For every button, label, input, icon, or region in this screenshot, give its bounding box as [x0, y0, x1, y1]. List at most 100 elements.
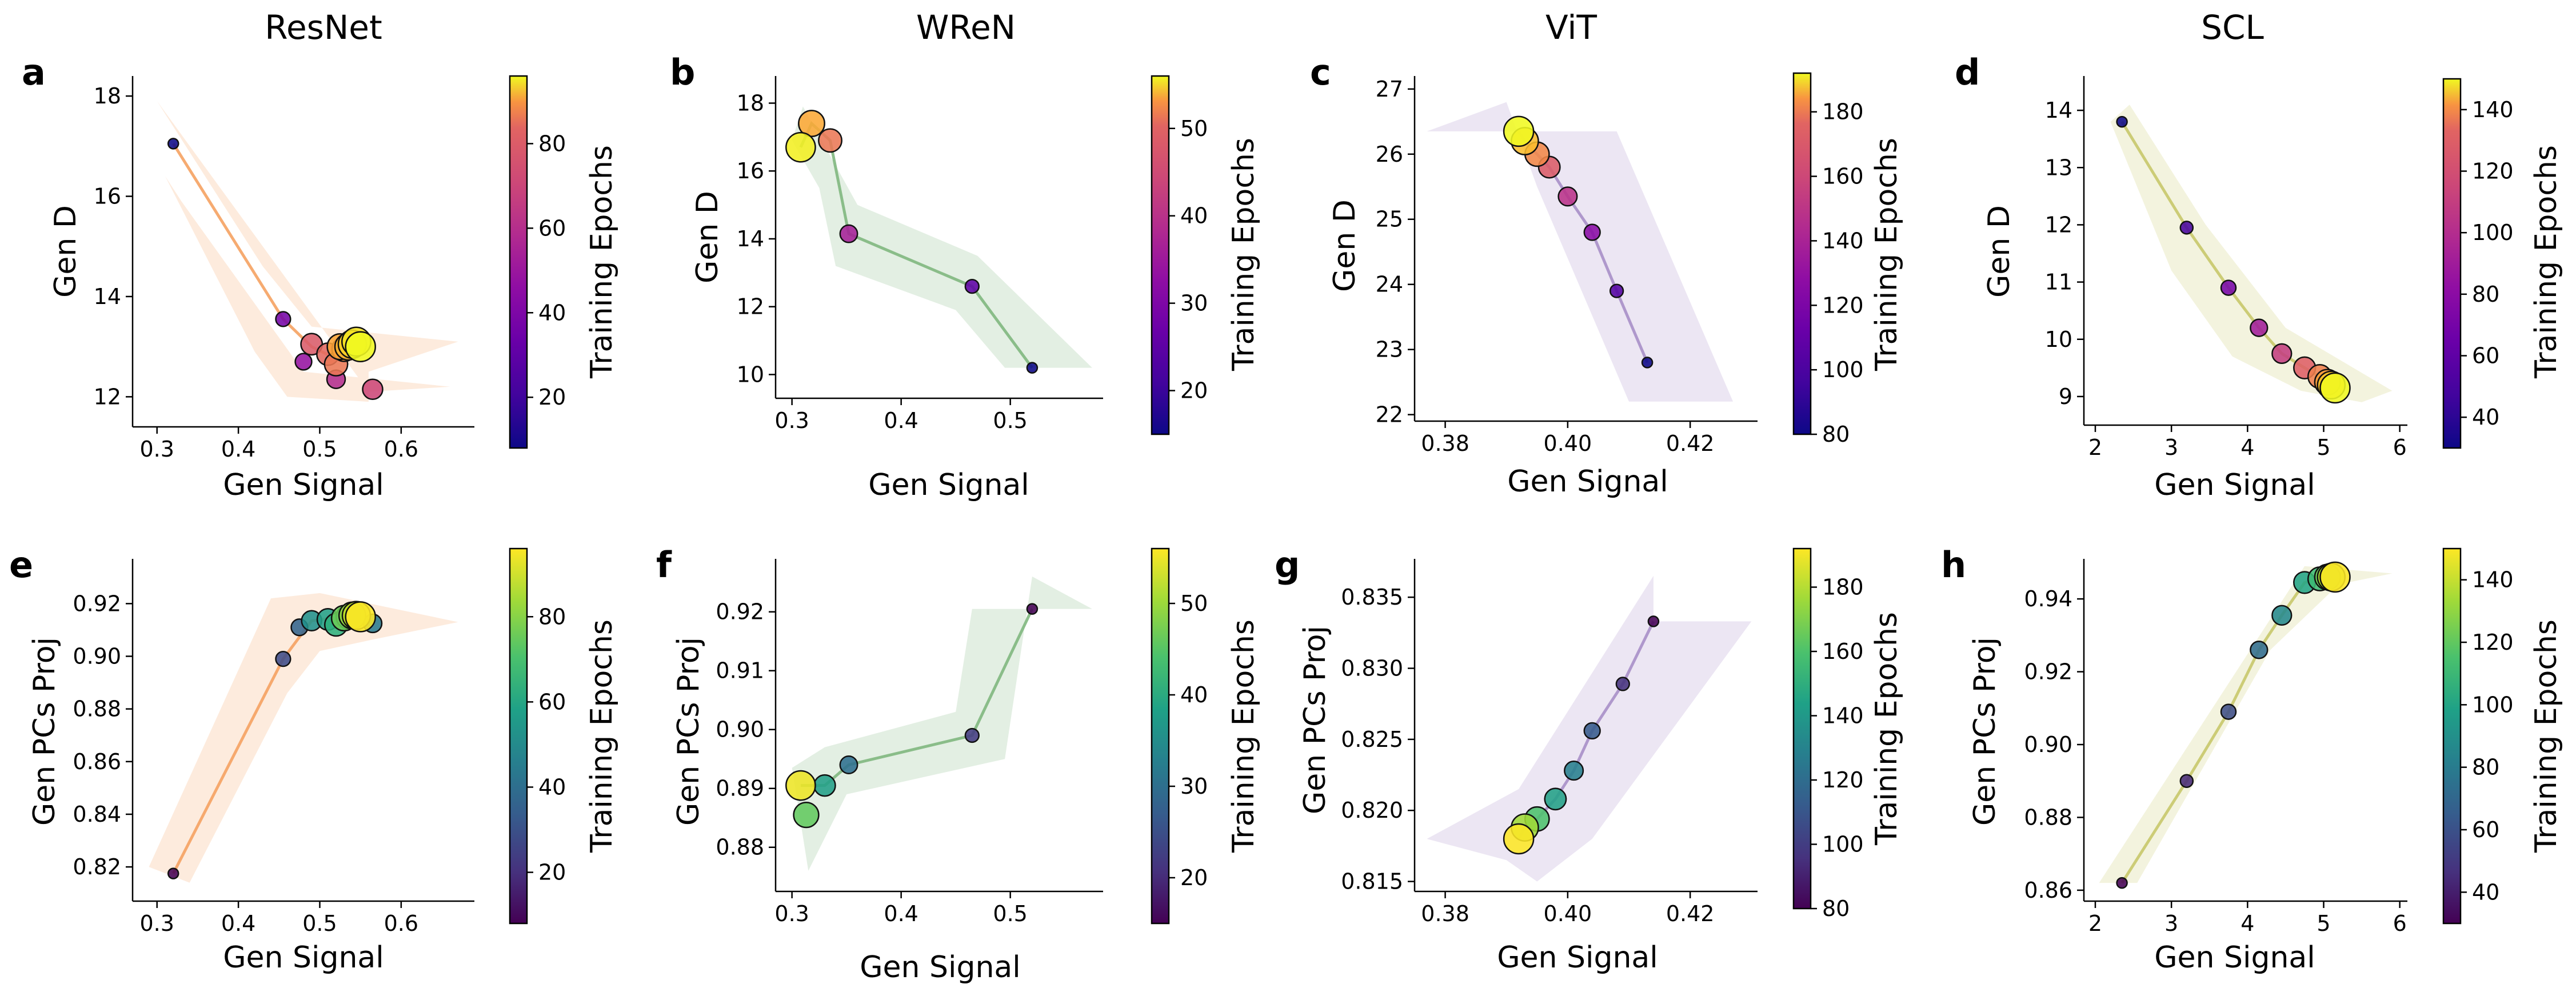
panel-d-y-tick-label: 9 — [2059, 384, 2072, 409]
panel-h-colorbar-tick-label: 120 — [2472, 630, 2514, 655]
panel-d-colorbar-tick-label: 100 — [2472, 220, 2514, 245]
panel-a-xlabel: Gen Signal — [223, 468, 384, 502]
panel-h-colorbar-tick-label: 80 — [2472, 755, 2499, 780]
panel-e-confidence-band — [149, 593, 458, 883]
panel-g-colorbar-tick-label: 160 — [1822, 639, 1864, 664]
panel-b-y-tick-label: 12 — [737, 294, 764, 319]
panel-g-point-3 — [1583, 722, 1601, 740]
panel-d-x-tick-label: 5 — [2317, 435, 2330, 460]
panel-f-colorbar-tick-label: 30 — [1180, 774, 1208, 799]
panel-d-y-tick-label: 12 — [2045, 212, 2072, 237]
panel-h-x-tick-label: 3 — [2164, 911, 2178, 936]
panel-d-colorbar — [2442, 78, 2462, 449]
panel-g-point-5 — [1544, 787, 1567, 811]
panel-a-colorbar-tick-label: 60 — [538, 215, 566, 241]
panel-c-ylabel: Gen D — [1328, 199, 1362, 292]
panel-f-x-tick-label: 0.4 — [884, 901, 918, 926]
panel-g-colorbar-label: Training Epochs — [1870, 612, 1904, 846]
panel-b-x-tick-label: 0.4 — [884, 408, 918, 433]
panel-d-point-2 — [2179, 221, 2194, 235]
panel-letter-g: g — [1275, 544, 1300, 586]
panel-h-point-2 — [2179, 774, 2194, 788]
panel-d-point-1 — [2116, 115, 2128, 128]
panel-h-point-4 — [2250, 641, 2269, 659]
panel-b-y-tick-label: 18 — [737, 90, 764, 115]
panel-g-y-tick-label: 0.820 — [1341, 798, 1403, 823]
panel-g-x-tick-label: 0.40 — [1544, 901, 1592, 926]
panel-g-y-tick-label: 0.830 — [1341, 656, 1403, 681]
panel-f-colorbar-tick-label: 20 — [1180, 865, 1208, 890]
panel-a-confidence-band — [157, 101, 458, 402]
panel-f-colorbar-tick-label: 50 — [1180, 591, 1208, 616]
panel-b-x-tick-label: 0.3 — [774, 408, 809, 433]
panel-e: e Gen Signal Gen PCs Proj Training Epoch… — [9, 544, 619, 975]
panel-b-colorbar-tick-label: 20 — [1180, 378, 1208, 403]
panel-h-point-3 — [2220, 703, 2237, 720]
panel-g-colorbar-tick-label: 180 — [1822, 575, 1864, 600]
panel-e-colorbar-label: Training Epochs — [585, 619, 619, 853]
panel-f-y-tick-label: 0.89 — [716, 776, 764, 801]
panel-f-colorbar-label: Training Epochs — [1227, 619, 1261, 853]
panel-h-point-10 — [2319, 561, 2351, 593]
panel-d-x-tick-label: 2 — [2088, 435, 2102, 460]
panel-a-point-2 — [275, 311, 291, 327]
panel-g-y-tick-label: 0.835 — [1341, 585, 1403, 610]
panel-h-x-tick-label: 4 — [2240, 911, 2254, 936]
panel-a-colorbar — [509, 75, 528, 449]
panel-c-point-3 — [1583, 223, 1601, 241]
panel-b-x-tick-label: 0.5 — [993, 408, 1027, 433]
panel-b-confidence-band — [792, 106, 1092, 368]
panel-e-ylabel: Gen PCs Proj — [27, 637, 62, 826]
panel-d-colorbar-tick-label: 140 — [2472, 97, 2514, 122]
panel-g-colorbar-tick-label: 120 — [1822, 767, 1864, 793]
panel-d-colorbar-label: Training Epochs — [2529, 145, 2563, 379]
panel-g-colorbar-tick-label: 80 — [1822, 896, 1850, 921]
panel-h-colorbar-label: Training Epochs — [2529, 619, 2563, 853]
panel-h-ylabel: Gen PCs Proj — [1968, 637, 2002, 826]
panel-a-ylabel: Gen D — [49, 205, 83, 298]
panel-h-y-tick-label: 0.88 — [2024, 805, 2072, 830]
panel-g-x-tick-label: 0.38 — [1421, 901, 1469, 926]
panel-e-y-tick-label: 0.86 — [73, 749, 121, 774]
panel-c-y-tick-label: 25 — [1376, 207, 1403, 232]
panel-d-point-5 — [2271, 343, 2293, 364]
panel-f-x-tick-label: 0.3 — [774, 901, 809, 926]
panel-g-point-4 — [1564, 761, 1584, 781]
panel-a: a Gen Signal Gen D Training Epochs 0.3 0.… — [22, 51, 619, 502]
panel-h-confidence-band — [2099, 566, 2393, 883]
panel-letter-h: h — [1941, 544, 1966, 586]
panel-f-point-3 — [839, 755, 858, 774]
panel-d-colorbar-tick-label: 120 — [2472, 159, 2514, 184]
panel-h-colorbar-tick-label: 140 — [2472, 567, 2514, 593]
panel-b: b Gen Signal Gen D Training Epochs 0.3 0.… — [670, 51, 1261, 502]
panel-h-point-1 — [2116, 877, 2128, 889]
panel-d-ylabel: Gen D — [1982, 205, 2016, 298]
panel-a-x-tick-label: 0.5 — [302, 437, 337, 462]
panel-f-point-5 — [793, 801, 820, 829]
panel-h-y-tick-label: 0.92 — [2024, 659, 2072, 685]
panel-b-point-5 — [798, 110, 825, 138]
panel-f-colorbar — [1151, 547, 1170, 925]
panel-d-xlabel: Gen Signal — [2154, 468, 2315, 502]
panel-e-colorbar — [509, 547, 528, 925]
panel-h-point-5 — [2271, 605, 2293, 626]
panel-e-x-tick-label: 0.4 — [221, 911, 255, 936]
panel-c-point-4 — [1557, 186, 1578, 207]
panel-c-colorbar-label: Training Epochs — [1870, 138, 1904, 371]
panel-e-y-tick-label: 0.84 — [73, 802, 121, 827]
panel-b-y-tick-label: 10 — [737, 362, 764, 387]
panel-c-y-tick-label: 24 — [1376, 272, 1403, 297]
panel-d-y-tick-label: 10 — [2045, 327, 2072, 352]
panel-a-x-tick-label: 0.3 — [139, 437, 174, 462]
panel-letter-a: a — [22, 51, 46, 93]
panel-b-point-2 — [964, 278, 980, 294]
panel-h-colorbar — [2442, 547, 2462, 925]
panel-g-x-tick-label: 0.42 — [1666, 901, 1715, 926]
panel-e-point-2 — [275, 650, 291, 667]
panel-b-y-tick-label: 16 — [737, 158, 764, 183]
panel-e-y-tick-label: 0.90 — [73, 643, 121, 669]
panel-h-colorbar-tick-label: 100 — [2472, 692, 2514, 717]
panel-c-point-1 — [1641, 357, 1654, 369]
panel-d-confidence-band — [2110, 105, 2393, 402]
panel-g-point-1 — [1647, 615, 1660, 627]
